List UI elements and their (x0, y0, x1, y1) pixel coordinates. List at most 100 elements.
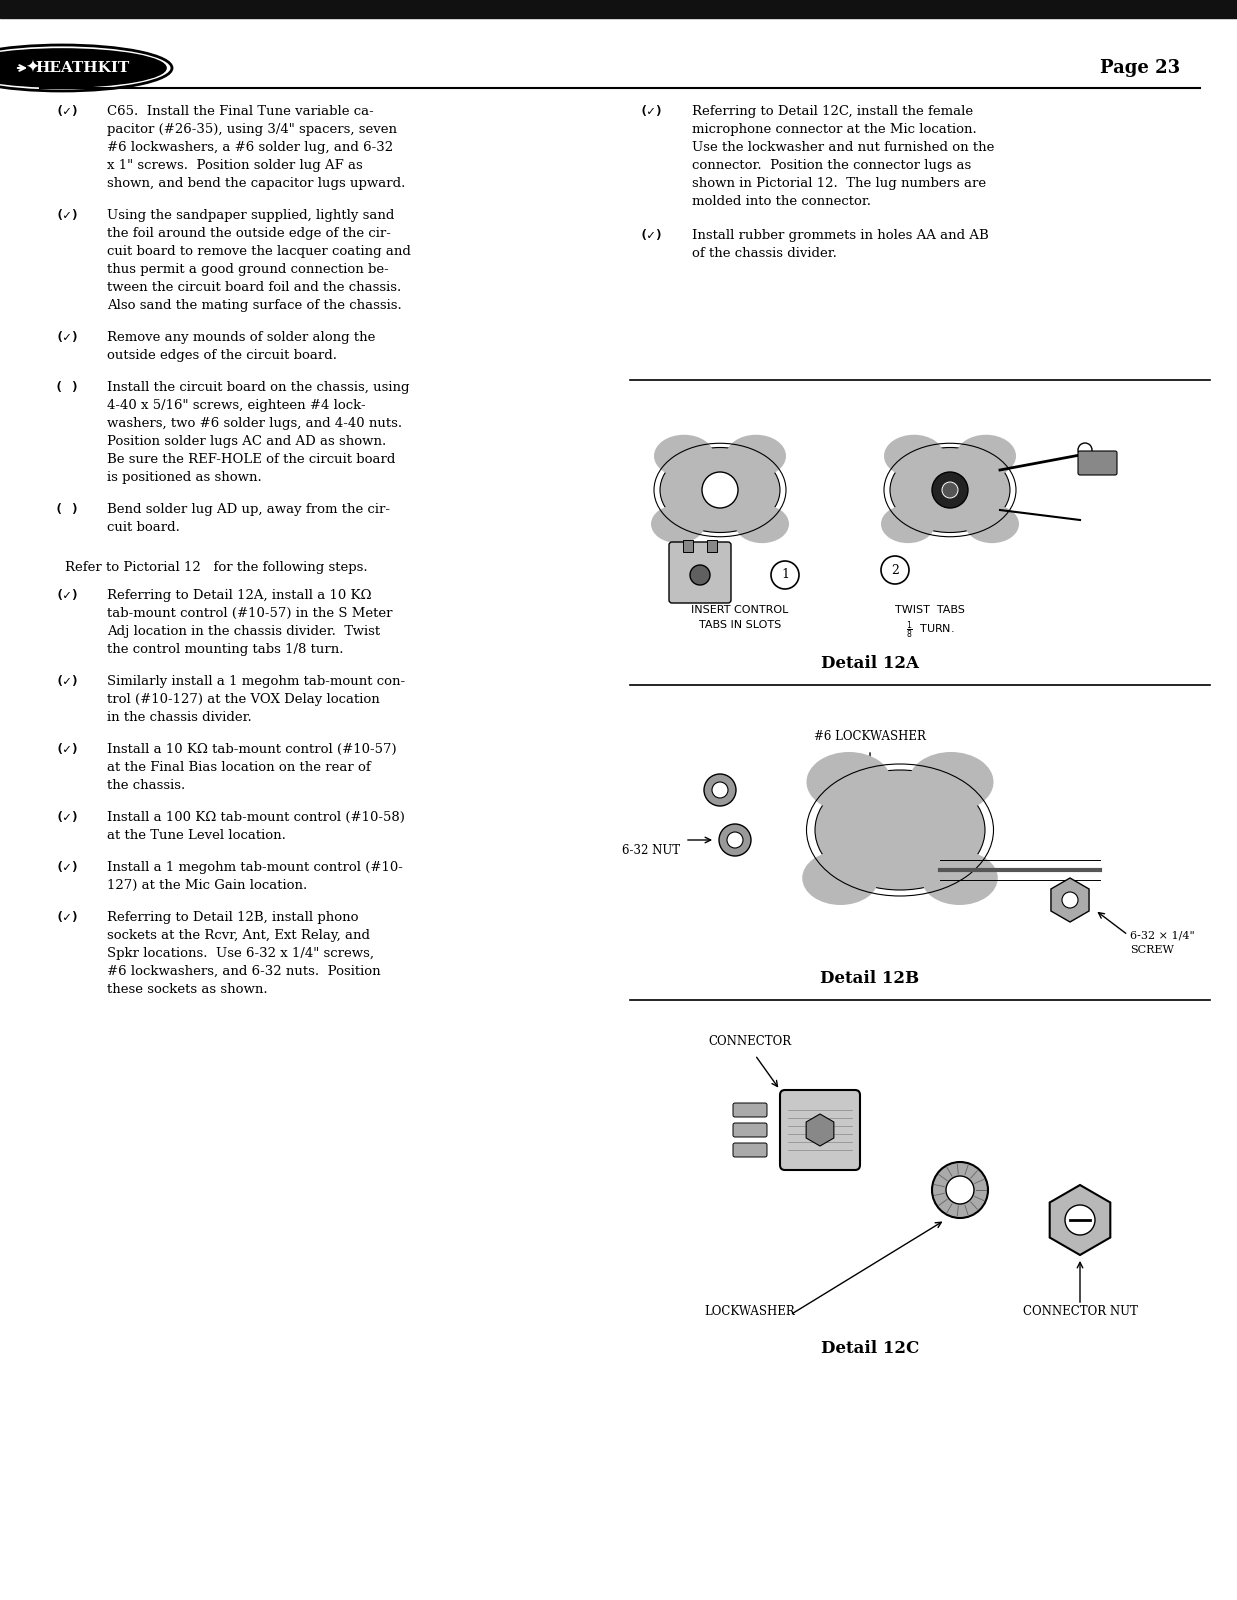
Text: C65.  Install the Final Tune variable ca-: C65. Install the Final Tune variable ca- (106, 106, 374, 118)
Text: (✓): (✓) (54, 589, 79, 602)
Text: Page 23: Page 23 (1100, 59, 1180, 77)
Text: of the chassis divider.: of the chassis divider. (691, 246, 837, 259)
Ellipse shape (881, 506, 935, 542)
Text: CONNECTOR: CONNECTOR (709, 1035, 792, 1048)
Text: at the Tune Level location.: at the Tune Level location. (106, 829, 286, 842)
Text: TABS IN SLOTS: TABS IN SLOTS (699, 619, 781, 630)
FancyBboxPatch shape (734, 1123, 767, 1138)
Text: Similarly install a 1 megohm tab-mount con-: Similarly install a 1 megohm tab-mount c… (106, 675, 406, 688)
Ellipse shape (651, 506, 705, 542)
Text: in the chassis divider.: in the chassis divider. (106, 710, 252, 723)
Text: Install a 100 KΩ tab-mount control (#10-58): Install a 100 KΩ tab-mount control (#10-… (106, 811, 404, 824)
Text: ( ): ( ) (54, 502, 79, 515)
Text: Use the lockwasher and nut furnished on the: Use the lockwasher and nut furnished on … (691, 141, 995, 154)
Text: molded into the connector.: molded into the connector. (691, 195, 871, 208)
Text: tween the circuit board foil and the chassis.: tween the circuit board foil and the cha… (106, 282, 401, 294)
Text: Install a 1 megohm tab-mount control (#10-: Install a 1 megohm tab-mount control (#1… (106, 861, 403, 874)
FancyBboxPatch shape (781, 1090, 860, 1170)
Text: trol (#10-127) at the VOX Delay location: trol (#10-127) at the VOX Delay location (106, 693, 380, 706)
Circle shape (943, 482, 957, 498)
Ellipse shape (908, 752, 993, 813)
Text: washers, two #6 solder lugs, and 4-40 nuts.: washers, two #6 solder lugs, and 4-40 nu… (106, 418, 402, 430)
Text: Referring to Detail 12C, install the female: Referring to Detail 12C, install the fem… (691, 106, 974, 118)
Text: SCREW: SCREW (1131, 946, 1174, 955)
Bar (708, 541, 717, 552)
Text: Be sure the REF-HOLE of the circuit board: Be sure the REF-HOLE of the circuit boar… (106, 453, 396, 466)
Ellipse shape (956, 435, 1016, 477)
Text: these sockets as shown.: these sockets as shown. (106, 982, 267, 995)
Circle shape (727, 832, 743, 848)
Text: (✓): (✓) (54, 742, 79, 757)
Text: Adj location in the chassis divider.  Twist: Adj location in the chassis divider. Twi… (106, 626, 380, 638)
Circle shape (719, 824, 751, 856)
Text: 1: 1 (781, 568, 789, 581)
Text: Bend solder lug AD up, away from the cir-: Bend solder lug AD up, away from the cir… (106, 502, 390, 515)
Text: Remove any mounds of solder along the: Remove any mounds of solder along the (106, 331, 375, 344)
Ellipse shape (965, 506, 1019, 542)
Text: sockets at the Rcvr, Ant, Ext Relay, and: sockets at the Rcvr, Ant, Ext Relay, and (106, 930, 370, 942)
Circle shape (704, 774, 736, 806)
FancyBboxPatch shape (669, 542, 731, 603)
Text: the foil around the outside edge of the cir-: the foil around the outside edge of the … (106, 227, 391, 240)
Text: TWIST  TABS: TWIST TABS (896, 605, 965, 614)
Text: Also sand the mating surface of the chassis.: Also sand the mating surface of the chas… (106, 299, 402, 312)
Ellipse shape (815, 770, 985, 890)
FancyBboxPatch shape (734, 1102, 767, 1117)
Text: Using the sandpaper supplied, lightly sand: Using the sandpaper supplied, lightly sa… (106, 210, 395, 222)
Ellipse shape (735, 506, 789, 542)
Text: (✓): (✓) (54, 675, 79, 688)
Text: (✓): (✓) (54, 861, 79, 874)
Circle shape (931, 1162, 988, 1218)
Text: INSERT CONTROL: INSERT CONTROL (691, 605, 789, 614)
Circle shape (1065, 1205, 1095, 1235)
Ellipse shape (922, 851, 998, 906)
Text: Spkr locations.  Use 6-32 x 1/4" screws,: Spkr locations. Use 6-32 x 1/4" screws, (106, 947, 374, 960)
Text: (✓): (✓) (54, 910, 79, 925)
Text: shown in Pictorial 12.  The lug numbers are: shown in Pictorial 12. The lug numbers a… (691, 178, 986, 190)
FancyBboxPatch shape (1077, 451, 1117, 475)
Text: 2: 2 (891, 563, 899, 576)
Circle shape (881, 557, 909, 584)
Text: (✓): (✓) (54, 811, 79, 824)
Text: x 1" screws.  Position solder lug AF as: x 1" screws. Position solder lug AF as (106, 158, 362, 171)
Text: 6-32 NUT: 6-32 NUT (622, 843, 680, 856)
Circle shape (931, 472, 969, 509)
Text: Position solder lugs AC and AD as shown.: Position solder lugs AC and AD as shown. (106, 435, 386, 448)
Text: CONNECTOR NUT: CONNECTOR NUT (1023, 1306, 1138, 1318)
Text: cuit board.: cuit board. (106, 522, 179, 534)
Text: $\frac{1}{8}$  TURN.: $\frac{1}{8}$ TURN. (905, 619, 954, 642)
Text: Install the circuit board on the chassis, using: Install the circuit board on the chassis… (106, 381, 409, 394)
Bar (683, 541, 693, 552)
Text: Detail 12A: Detail 12A (821, 654, 919, 672)
Ellipse shape (661, 448, 781, 533)
Ellipse shape (726, 435, 785, 477)
Ellipse shape (807, 752, 892, 813)
Ellipse shape (654, 435, 714, 477)
Text: 4-40 x 5/16" screws, eighteen #4 lock-: 4-40 x 5/16" screws, eighteen #4 lock- (106, 398, 366, 411)
Text: shown, and bend the capacitor lugs upward.: shown, and bend the capacitor lugs upwar… (106, 178, 406, 190)
Ellipse shape (0, 50, 166, 86)
Text: #6 lockwashers, a #6 solder lug, and 6-32: #6 lockwashers, a #6 solder lug, and 6-3… (106, 141, 393, 154)
Text: Referring to Detail 12B, install phono: Referring to Detail 12B, install phono (106, 910, 359, 925)
Text: (✓): (✓) (54, 106, 79, 118)
Text: cuit board to remove the lacquer coating and: cuit board to remove the lacquer coating… (106, 245, 411, 258)
Text: HEATHKIT: HEATHKIT (35, 61, 129, 75)
Ellipse shape (0, 45, 172, 91)
Text: is positioned as shown.: is positioned as shown. (106, 470, 262, 483)
Text: thus permit a good ground connection be-: thus permit a good ground connection be- (106, 262, 388, 275)
Bar (0, 0, 1237, 18)
Text: pacitor (#26-35), using 3/4" spacers, seven: pacitor (#26-35), using 3/4" spacers, se… (106, 123, 397, 136)
Text: LOCKWASHER: LOCKWASHER (705, 1306, 795, 1318)
Circle shape (1077, 443, 1092, 458)
Text: microphone connector at the Mic location.: microphone connector at the Mic location… (691, 123, 977, 136)
Ellipse shape (803, 851, 878, 906)
Text: Refer to Pictorial 12   for the following steps.: Refer to Pictorial 12 for the following … (66, 562, 367, 574)
Text: #6 lockwashers, and 6-32 nuts.  Position: #6 lockwashers, and 6-32 nuts. Position (106, 965, 381, 978)
Text: (✓): (✓) (640, 106, 664, 118)
Ellipse shape (889, 448, 1009, 533)
Text: the chassis.: the chassis. (106, 779, 186, 792)
Text: ✦: ✦ (25, 59, 38, 77)
Text: (✓): (✓) (640, 229, 664, 242)
Circle shape (1063, 893, 1077, 909)
Ellipse shape (884, 435, 944, 477)
